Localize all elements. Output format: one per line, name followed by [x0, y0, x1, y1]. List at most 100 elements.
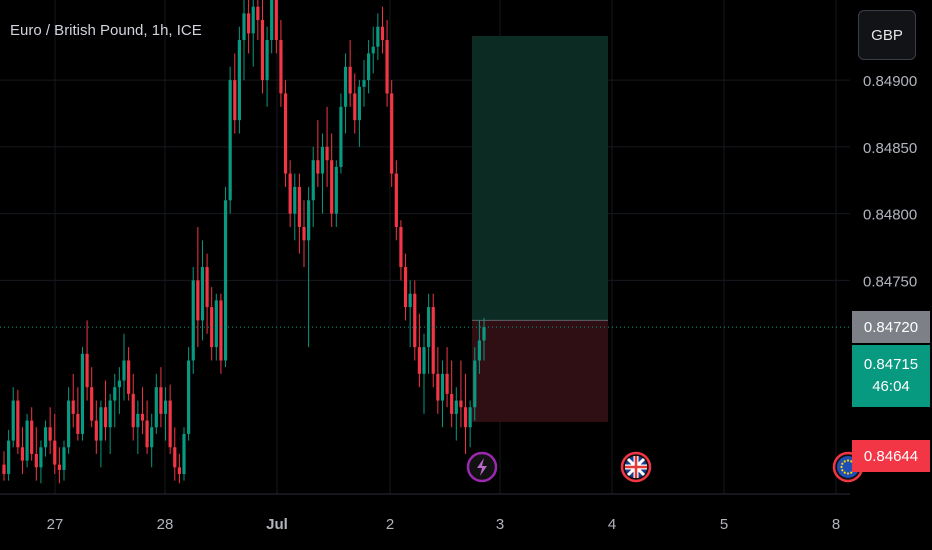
candle-body — [459, 400, 463, 408]
flag-star — [840, 465, 843, 469]
candle-body — [136, 413, 140, 428]
candle-body — [108, 400, 112, 428]
candle-body — [159, 387, 163, 414]
candle-body — [339, 106, 343, 167]
candle-body — [473, 360, 477, 408]
candle-body — [343, 66, 348, 107]
y-tick-label: 0.84750 — [863, 273, 917, 290]
candle-body — [256, 6, 260, 21]
candle-body — [357, 86, 361, 121]
candle-body — [408, 293, 412, 308]
candle-body — [482, 327, 486, 341]
x-tick-label: 2 — [386, 516, 394, 533]
candle-body — [39, 447, 43, 468]
candle-body — [16, 400, 20, 448]
x-tick-label: 4 — [608, 516, 616, 533]
candle-body — [413, 293, 417, 348]
event-markers[interactable] — [466, 451, 864, 483]
candle-body — [223, 200, 228, 361]
candle-body — [320, 146, 325, 174]
candle-body — [11, 400, 15, 441]
candle-body — [94, 420, 98, 441]
candle-body — [237, 40, 241, 121]
y-tick-label: 0.84900 — [863, 73, 917, 90]
time-axis[interactable]: 27 28 Jul 2 3 4 5 8 — [47, 516, 841, 533]
candle-body — [85, 353, 89, 388]
candle-body — [214, 300, 218, 348]
candle-body — [57, 464, 61, 470]
candle-body — [233, 80, 237, 121]
x-tick-label: 3 — [496, 516, 504, 533]
flag-star — [850, 460, 853, 463]
candle-body — [30, 420, 34, 454]
candle-body — [436, 373, 440, 401]
candle-body — [34, 453, 38, 468]
candle-body — [20, 447, 25, 461]
candle-body — [43, 427, 48, 448]
chart-grid — [0, 0, 850, 495]
candle-body — [163, 400, 168, 414]
x-tick-label: 5 — [720, 516, 728, 533]
candle-body — [279, 40, 283, 94]
bar-countdown: 46:04 — [872, 378, 910, 395]
candles — [2, 0, 486, 484]
currency-button[interactable]: GBP — [858, 10, 916, 60]
candle-body — [431, 307, 435, 374]
candle-body — [182, 433, 186, 474]
stop-price-label: 0.84644 — [852, 440, 930, 472]
candle-body — [288, 173, 292, 214]
flag-star — [841, 469, 844, 472]
candle-body — [71, 400, 75, 414]
candle-body — [25, 420, 29, 461]
candle-body — [454, 400, 458, 414]
candle-body — [334, 166, 338, 214]
candle-body — [265, 40, 269, 81]
candle-body — [311, 160, 315, 201]
candle-body — [177, 467, 181, 474]
candle-body — [353, 93, 357, 121]
flag-cross-red — [625, 456, 647, 478]
uk-flag-icon[interactable] — [620, 451, 652, 483]
candle-body — [173, 447, 177, 468]
candle-body — [270, 0, 274, 41]
candle-body — [2, 464, 6, 474]
loss-zone — [472, 320, 608, 422]
candle-body — [150, 427, 154, 448]
candle-body — [113, 387, 117, 401]
candle-body — [53, 440, 57, 465]
candle-body — [307, 200, 311, 241]
candle-body — [325, 146, 329, 161]
flag-star — [846, 459, 850, 462]
candle-body — [417, 347, 421, 374]
candle-body — [127, 360, 131, 394]
candle-body — [260, 20, 265, 81]
candle-body — [168, 400, 172, 448]
candle-body — [196, 280, 200, 321]
target-price-label: 0.84720 — [852, 311, 930, 343]
candle-body — [247, 13, 251, 34]
profit-zone — [472, 36, 608, 321]
y-tick-label: 0.84850 — [863, 140, 917, 157]
candle-body — [62, 447, 66, 470]
candle-body — [371, 46, 375, 54]
candle-body — [187, 360, 191, 434]
candle-body — [7, 440, 11, 474]
lightning-icon[interactable] — [466, 451, 498, 483]
flag-star — [843, 460, 846, 463]
candle-body — [76, 413, 80, 434]
candle-body — [67, 400, 71, 448]
y-tick-label: 0.84800 — [863, 207, 917, 224]
last-price-value: 0.84715 — [863, 356, 919, 373]
candle-body — [228, 80, 232, 201]
candle-body — [367, 53, 371, 81]
flag-star — [846, 472, 850, 475]
candle-body — [390, 93, 394, 174]
x-tick-label: Jul — [266, 516, 288, 533]
candle-body — [205, 267, 209, 308]
candle-body — [463, 407, 468, 428]
candle-body — [210, 307, 214, 348]
candle-body — [283, 93, 288, 174]
price-axis[interactable]: 0.84900 0.84850 0.84800 0.84750 — [863, 73, 917, 290]
x-tick-label: 27 — [47, 516, 64, 533]
